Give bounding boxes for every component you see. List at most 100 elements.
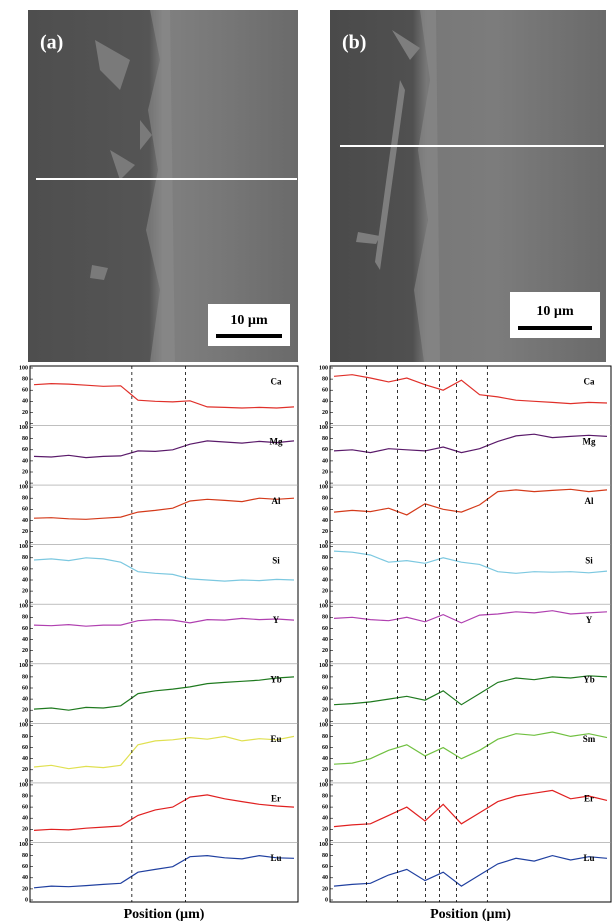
y-tick-label: 40: [322, 399, 328, 405]
y-tick-label: 20: [22, 588, 28, 594]
y-tick-label: 80: [22, 674, 28, 680]
y-tick-label: 40: [22, 577, 28, 583]
series-label: Lu: [270, 853, 281, 863]
y-tick-label: 40: [322, 696, 328, 702]
y-tick-label: 100: [19, 604, 28, 610]
plot-frame: [329, 365, 612, 903]
series-label: Yb: [583, 675, 595, 685]
line-series: [33, 497, 295, 520]
line-series: [333, 374, 608, 405]
y-tick-label: 40: [322, 875, 328, 881]
y-tick-label: 20: [22, 648, 28, 654]
y-tick-label: 40: [322, 756, 328, 762]
y-tick-label: 60: [322, 864, 328, 870]
y-tick-label: 40: [22, 816, 28, 822]
y-tick-label: 20: [322, 827, 328, 833]
y-tick-label: 60: [22, 864, 28, 870]
y-tick-label: 80: [322, 376, 328, 382]
series-label: Lu: [583, 853, 594, 863]
y-tick-label: 0: [325, 421, 328, 427]
line-series: [33, 382, 295, 409]
y-tick-label: 0: [25, 659, 28, 665]
y-tick-label: 80: [322, 734, 328, 740]
sem-image: [330, 10, 606, 362]
series-label: Er: [271, 794, 281, 804]
y-tick-label: 80: [22, 555, 28, 561]
y-tick-label: 0: [325, 838, 328, 844]
series-label: Mg: [270, 436, 283, 446]
line-series: [333, 610, 608, 624]
line-series: [33, 557, 295, 582]
line-series: [333, 789, 608, 828]
series-label: Ca: [584, 377, 595, 387]
series-label: Er: [584, 794, 594, 804]
series-label: Mg: [583, 436, 596, 446]
panel-label: (b): [342, 32, 366, 54]
y-tick-label: 100: [319, 723, 328, 729]
series-label: Y: [586, 615, 593, 625]
y-tick-label: 0: [325, 540, 328, 546]
line-series: [33, 794, 295, 831]
series-label: Al: [585, 496, 594, 506]
y-tick-label: 80: [322, 436, 328, 442]
y-tick-label: 80: [22, 615, 28, 621]
y-tick-label: 20: [322, 708, 328, 714]
y-tick-label: 100: [19, 782, 28, 788]
y-tick-label: 20: [22, 886, 28, 892]
y-tick-label: 0: [25, 600, 28, 606]
y-tick-label: 60: [322, 507, 328, 513]
x-axis-label: Position (µm): [124, 907, 205, 922]
y-tick-label: 100: [19, 723, 28, 729]
y-tick-label: 60: [22, 685, 28, 691]
y-tick-label: 100: [319, 425, 328, 431]
y-tick-label: 60: [22, 507, 28, 513]
y-tick-label: 80: [22, 496, 28, 502]
y-tick-label: 0: [25, 540, 28, 546]
y-tick-label: 20: [22, 410, 28, 416]
y-tick-label: 0: [25, 778, 28, 784]
y-tick-label: 60: [22, 804, 28, 810]
y-tick-label: 100: [19, 365, 28, 371]
y-tick-label: 60: [22, 447, 28, 453]
line-series: [33, 617, 295, 627]
y-tick-label: 20: [22, 708, 28, 714]
y-tick-label: 60: [22, 626, 28, 632]
y-tick-label: 40: [22, 875, 28, 881]
y-tick-label: 80: [322, 674, 328, 680]
y-tick-label: 0: [25, 719, 28, 725]
y-tick-label: 100: [19, 842, 28, 848]
series-label: Si: [585, 555, 593, 565]
y-tick-label: 60: [22, 745, 28, 751]
y-tick-label: 0: [325, 600, 328, 606]
y-tick-label: 80: [322, 496, 328, 502]
y-tick-label: 0: [325, 719, 328, 725]
y-tick-label: 80: [322, 555, 328, 561]
y-tick-label: 60: [322, 566, 328, 572]
y-tick-label: 60: [322, 804, 328, 810]
y-tick-label: 40: [322, 577, 328, 583]
y-tick-label: 80: [22, 376, 28, 382]
y-tick-label: 40: [322, 458, 328, 464]
y-tick-label: 20: [322, 469, 328, 475]
scale-bar-label: 10 µm: [230, 313, 268, 328]
y-tick-label: 0: [25, 897, 28, 903]
y-tick-label: 40: [22, 458, 28, 464]
y-tick-label: 60: [322, 745, 328, 751]
line-series: [33, 440, 295, 459]
line-series: [333, 433, 608, 454]
y-tick-label: 40: [22, 696, 28, 702]
y-tick-label: 100: [319, 842, 328, 848]
y-tick-label: 0: [325, 778, 328, 784]
y-tick-label: 100: [319, 544, 328, 550]
series-label: Yb: [270, 675, 282, 685]
y-tick-label: 40: [22, 399, 28, 405]
series-label: Ca: [271, 377, 282, 387]
line-series: [333, 731, 608, 765]
y-tick-label: 60: [22, 566, 28, 572]
y-tick-label: 60: [322, 626, 328, 632]
y-tick-label: 20: [22, 469, 28, 475]
series-label: Si: [272, 555, 280, 565]
scale-bar-label: 10 µm: [536, 304, 574, 319]
y-tick-label: 40: [22, 637, 28, 643]
line-series: [33, 854, 295, 889]
